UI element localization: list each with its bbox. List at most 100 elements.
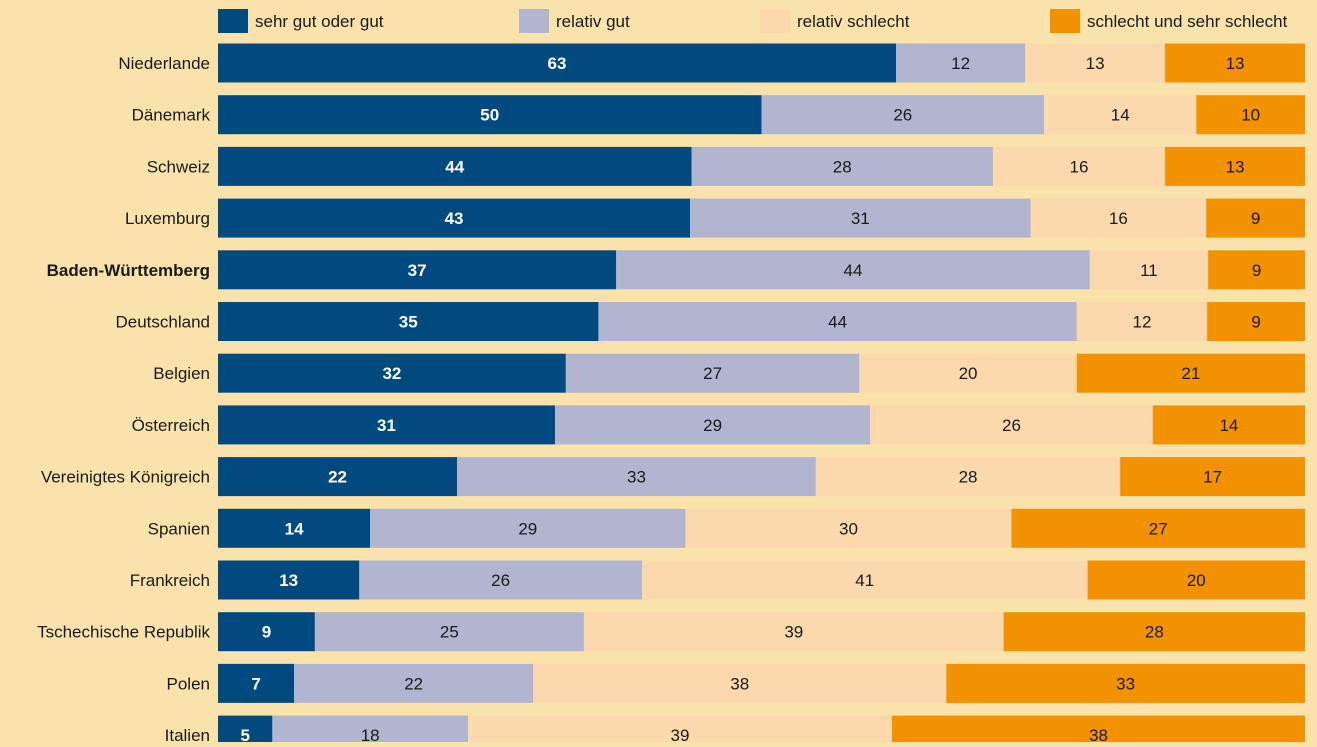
category-label-spanien: Spanien [148,519,210,538]
bar-schweiz-relativ-schlecht [992,146,1166,186]
bar-vereinigtes-koenigreich-relativ-gut [457,457,816,497]
value-label-schweiz-relativ-gut: 28 [833,157,852,176]
bar-polen-sehr-gut-oder-gut [218,663,295,703]
value-label-polen-schlecht-und-sehr-schlecht: 33 [1116,674,1135,693]
legend-label-sehr-gut-oder-gut: sehr gut oder gut [255,12,384,31]
value-label-deutschland-schlecht-und-sehr-schlecht: 9 [1251,313,1260,332]
bar-niederlande-sehr-gut-oder-gut [218,43,897,83]
bar-oesterreich-relativ-gut [554,405,871,445]
value-label-niederlande-sehr-gut-oder-gut: 63 [548,54,567,73]
value-label-vereinigtes-koenigreich-schlecht-und-sehr-schlecht: 17 [1203,468,1222,487]
bar-daenemark-relativ-gut [761,95,1045,135]
bar-daenemark-sehr-gut-oder-gut [218,95,762,135]
bar-belgien-schlecht-und-sehr-schlecht [1076,353,1305,393]
legend-swatch-sehr-gut-oder-gut [218,9,248,33]
value-label-deutschland-relativ-gut: 44 [828,313,847,332]
value-label-tschechische-republik-relativ-gut: 25 [440,623,459,642]
bar-luxemburg-relativ-gut [690,198,1031,238]
legend-label-schlecht-und-sehr-schlecht: schlecht und sehr schlecht [1087,12,1288,31]
bar-schweiz-sehr-gut-oder-gut [218,146,692,186]
legend-label-relativ-schlecht: relativ schlecht [797,12,910,31]
category-label-polen: Polen [167,674,210,693]
value-label-daenemark-relativ-schlecht: 14 [1111,106,1130,125]
bar-schweiz-schlecht-und-sehr-schlecht [1165,146,1305,186]
bar-oesterreich-schlecht-und-sehr-schlecht [1152,405,1305,445]
value-label-oesterreich-sehr-gut-oder-gut: 31 [377,416,396,435]
category-label-tschechische-republik: Tschechische Republik [37,623,210,642]
value-label-niederlande-relativ-gut: 12 [951,54,970,73]
value-label-belgien-sehr-gut-oder-gut: 32 [382,364,401,383]
category-label-deutschland: Deutschland [115,313,210,332]
bar-niederlande-schlecht-und-sehr-schlecht [1165,43,1305,83]
bar-spanien-relativ-schlecht [685,508,1012,548]
value-label-vereinigtes-koenigreich-sehr-gut-oder-gut: 22 [328,468,347,487]
value-label-daenemark-relativ-gut: 26 [893,106,912,125]
value-label-belgien-relativ-gut: 27 [703,364,722,383]
value-label-italien-sehr-gut-oder-gut: 5 [240,726,249,742]
bar-deutschland-relativ-gut [598,302,1077,341]
value-label-vereinigtes-koenigreich-relativ-schlecht: 28 [959,468,978,487]
value-label-schweiz-sehr-gut-oder-gut: 44 [445,157,464,176]
value-label-frankreich-schlecht-und-sehr-schlecht: 20 [1187,571,1206,590]
value-label-oesterreich-relativ-schlecht: 26 [1002,416,1021,435]
value-label-daenemark-sehr-gut-oder-gut: 50 [480,106,499,125]
bar-vereinigtes-koenigreich-relativ-schlecht [815,457,1121,497]
value-label-luxemburg-relativ-gut: 31 [851,209,870,228]
legend-swatch-schlecht-und-sehr-schlecht [1050,9,1080,33]
bar-frankreich-relativ-schlecht [641,560,1088,600]
value-label-polen-relativ-schlecht: 38 [730,674,749,693]
bar-deutschland-schlecht-und-sehr-schlecht [1207,302,1305,341]
value-label-frankreich-sehr-gut-oder-gut: 13 [279,571,298,590]
bar-frankreich-sehr-gut-oder-gut [218,560,360,600]
value-label-niederlande-relativ-schlecht: 13 [1086,54,1105,73]
value-label-tschechische-republik-relativ-schlecht: 39 [784,623,803,642]
value-label-tschechische-republik-schlecht-und-sehr-schlecht: 28 [1145,623,1164,642]
category-label-vereinigtes-koenigreich: Vereinigtes Königreich [41,468,210,487]
value-label-baden-wuerttemberg-sehr-gut-oder-gut: 37 [408,261,427,280]
value-label-schweiz-relativ-schlecht: 16 [1070,157,1089,176]
bar-luxemburg-schlecht-und-sehr-schlecht [1206,198,1305,238]
bar-frankreich-relativ-gut [359,560,642,600]
value-label-spanien-schlecht-und-sehr-schlecht: 27 [1149,519,1168,538]
value-label-polen-sehr-gut-oder-gut: 7 [251,674,260,693]
bar-polen-relativ-gut [294,663,534,703]
bar-schweiz-relativ-gut [691,146,993,186]
category-label-frankreich: Frankreich [130,571,210,590]
bar-spanien-sehr-gut-oder-gut [218,508,371,548]
category-label-italien: Italien [165,726,210,742]
value-label-baden-wuerttemberg-schlecht-und-sehr-schlecht: 9 [1252,261,1261,280]
bar-baden-wuerttemberg-relativ-gut [616,250,1090,290]
value-label-frankreich-relativ-gut: 26 [491,571,510,590]
legend-swatch-relativ-schlecht [760,9,790,33]
value-label-italien-schlecht-und-sehr-schlecht: 38 [1089,726,1108,742]
value-label-daenemark-schlecht-und-sehr-schlecht: 10 [1241,106,1260,125]
bars: 63 12 13 13 50 26 14 10 44 28 16 13 43 31 16 9 37 44 11 9 35… [218,43,1305,747]
legend-label-relativ-gut: relativ gut [556,12,630,31]
bar-oesterreich-sehr-gut-oder-gut [218,405,555,445]
value-label-vereinigtes-koenigreich-relativ-gut: 33 [627,468,646,487]
value-label-luxemburg-schlecht-und-sehr-schlecht: 9 [1251,209,1260,228]
bar-spanien-relativ-gut [370,508,686,548]
bar-baden-wuerttemberg-sehr-gut-oder-gut [218,250,617,290]
value-label-oesterreich-relativ-gut: 29 [703,416,722,435]
category-label-baden-wuerttemberg: Baden-Württemberg [47,261,210,280]
bar-oesterreich-relativ-schlecht [870,405,1153,445]
bar-frankreich-schlecht-und-sehr-schlecht [1087,560,1305,600]
bar-tschechische-republik-relativ-gut [314,612,584,652]
bar-deutschland-relativ-schlecht [1076,302,1208,341]
category-label-schweiz: Schweiz [147,157,210,176]
bar-daenemark-relativ-schlecht [1044,95,1197,135]
value-label-frankreich-relativ-schlecht: 41 [855,571,874,590]
bar-tschechische-republik-relativ-schlecht [583,612,1004,652]
value-label-polen-relativ-gut: 22 [404,674,423,693]
value-label-luxemburg-sehr-gut-oder-gut: 43 [445,209,464,228]
value-label-belgien-schlecht-und-sehr-schlecht: 21 [1181,364,1200,383]
bar-spanien-schlecht-und-sehr-schlecht [1011,508,1305,548]
value-label-tschechische-republik-sehr-gut-oder-gut: 9 [262,623,271,642]
legend-swatch-relativ-gut [519,9,549,33]
bar-polen-relativ-schlecht [533,663,947,703]
legend: sehr gut oder gut relativ gut relativ schl… [218,9,1288,33]
bar-tschechische-republik-schlecht-und-sehr-schlecht [1003,612,1305,652]
bar-baden-wuerttemberg-schlecht-und-sehr-schlecht [1208,250,1305,290]
